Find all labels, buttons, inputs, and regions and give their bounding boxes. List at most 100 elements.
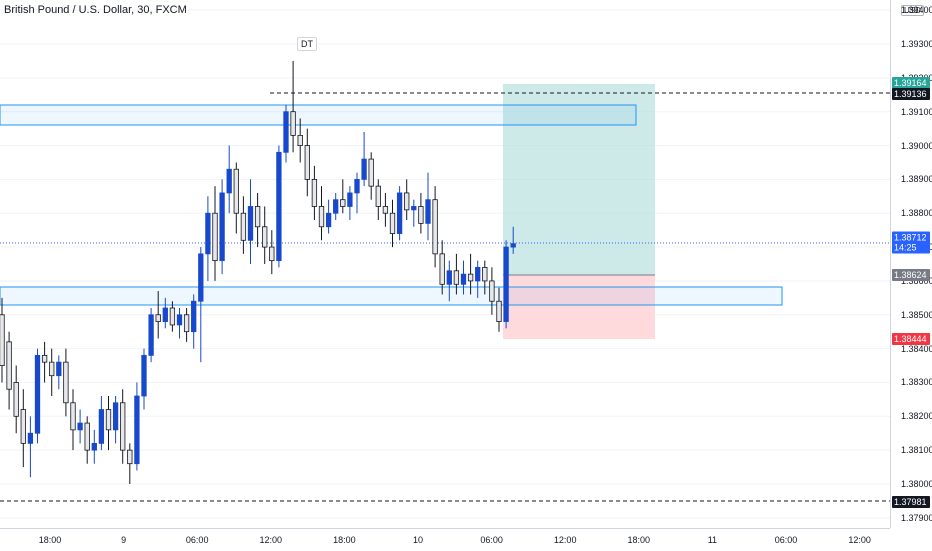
candle [205,196,211,281]
candle-body [134,395,140,465]
time-label: 06:00 [185,535,209,545]
candle-body [311,178,318,207]
candle-body [6,341,12,390]
candle-body [325,212,332,228]
time-label: 06:00 [480,535,503,545]
time-label: 9 [121,535,127,545]
candle-body [276,151,282,262]
candle [318,186,325,241]
candle [404,179,410,220]
target-price-label: 1.39164 [892,77,930,89]
supply-zone-rectangle[interactable] [0,104,637,126]
candle [127,443,133,484]
candle-body [212,212,218,262]
candle [49,348,55,396]
candle-body [63,361,69,404]
candle [91,429,97,464]
candle [63,348,69,417]
candle [475,260,481,298]
symbol-title: British Pound / U.S. Dollar, 30, FXCM [4,4,187,16]
candle [325,199,332,234]
demand-zone-rectangle[interactable] [0,286,783,306]
candle-body [489,280,495,302]
candle [460,260,467,295]
price-tick: 1.38300 [901,377,932,388]
candle-body [482,266,488,282]
price-tick: 1.38000 [901,479,932,489]
candle-body [425,199,431,224]
price-axis[interactable]: USD 1.394001.393001.392001.391001.390001… [890,0,932,528]
candle [162,297,168,329]
candle [290,60,296,153]
candle-body [0,314,5,366]
price-tick: 1.38200 [901,411,932,422]
candle [496,287,502,332]
candle-body [396,192,403,234]
candle [198,247,204,363]
candle-body [297,134,303,146]
price-tick: 1.38500 [901,309,932,320]
long-position-loss-zone[interactable] [503,275,655,339]
candle [105,396,112,451]
candle-body [240,212,247,241]
resistance-price-label: 1.39136 [892,88,930,100]
candle [247,179,254,264]
candle [489,267,495,315]
candle [482,260,488,295]
candle-body [354,178,360,194]
candle [34,348,41,444]
candle-body [49,361,55,377]
candle-body [20,409,26,444]
candle [354,172,360,214]
candle [269,230,275,275]
candle-body [361,158,367,180]
candle [396,186,403,241]
candle-body [84,422,90,451]
candle [191,294,197,349]
candle-body [453,270,460,285]
candle-body [120,402,126,451]
candle-body [262,226,268,248]
candle [382,192,389,227]
candle-body [333,199,339,214]
candle-body [226,168,232,194]
candle [141,348,147,410]
time-label: 18:00 [333,535,356,545]
time-label: 10 [412,535,424,545]
candle-body [169,307,176,326]
candle [155,291,161,339]
candle [283,104,289,163]
candle-body [98,409,105,444]
time-axis[interactable]: 18:00 9 06:00 12:00 18:00 10 06:00 12:00 18:00 11… [0,528,890,551]
candle [418,192,424,234]
entry-price-label: 1.38624 [892,269,930,281]
candle-body [233,168,239,214]
candle [20,389,26,468]
time-label: 12:00 [553,535,577,545]
candle [41,341,48,383]
candle-body [112,402,119,431]
candle [176,308,183,339]
candle [169,301,176,332]
candle [27,416,34,478]
candle-body [70,402,76,431]
candle [226,145,232,214]
candle [453,253,460,295]
candle-body [411,206,417,211]
price-tick: 1.39300 [901,39,932,49]
price-chart[interactable] [0,0,890,528]
price-tick: 1.37900 [901,512,932,523]
candle [510,226,516,254]
candle-body [503,246,509,322]
candle-body [247,206,254,241]
currency-badge[interactable]: USD [901,5,924,16]
candle [347,186,353,220]
candle [333,192,339,220]
candle [340,179,346,214]
time-label: 12:00 [259,535,283,545]
candle [304,128,310,197]
candle-body [475,266,481,282]
dt-marker-label[interactable]: DT [297,37,317,51]
grid-lines [0,9,890,519]
candle [425,172,431,241]
